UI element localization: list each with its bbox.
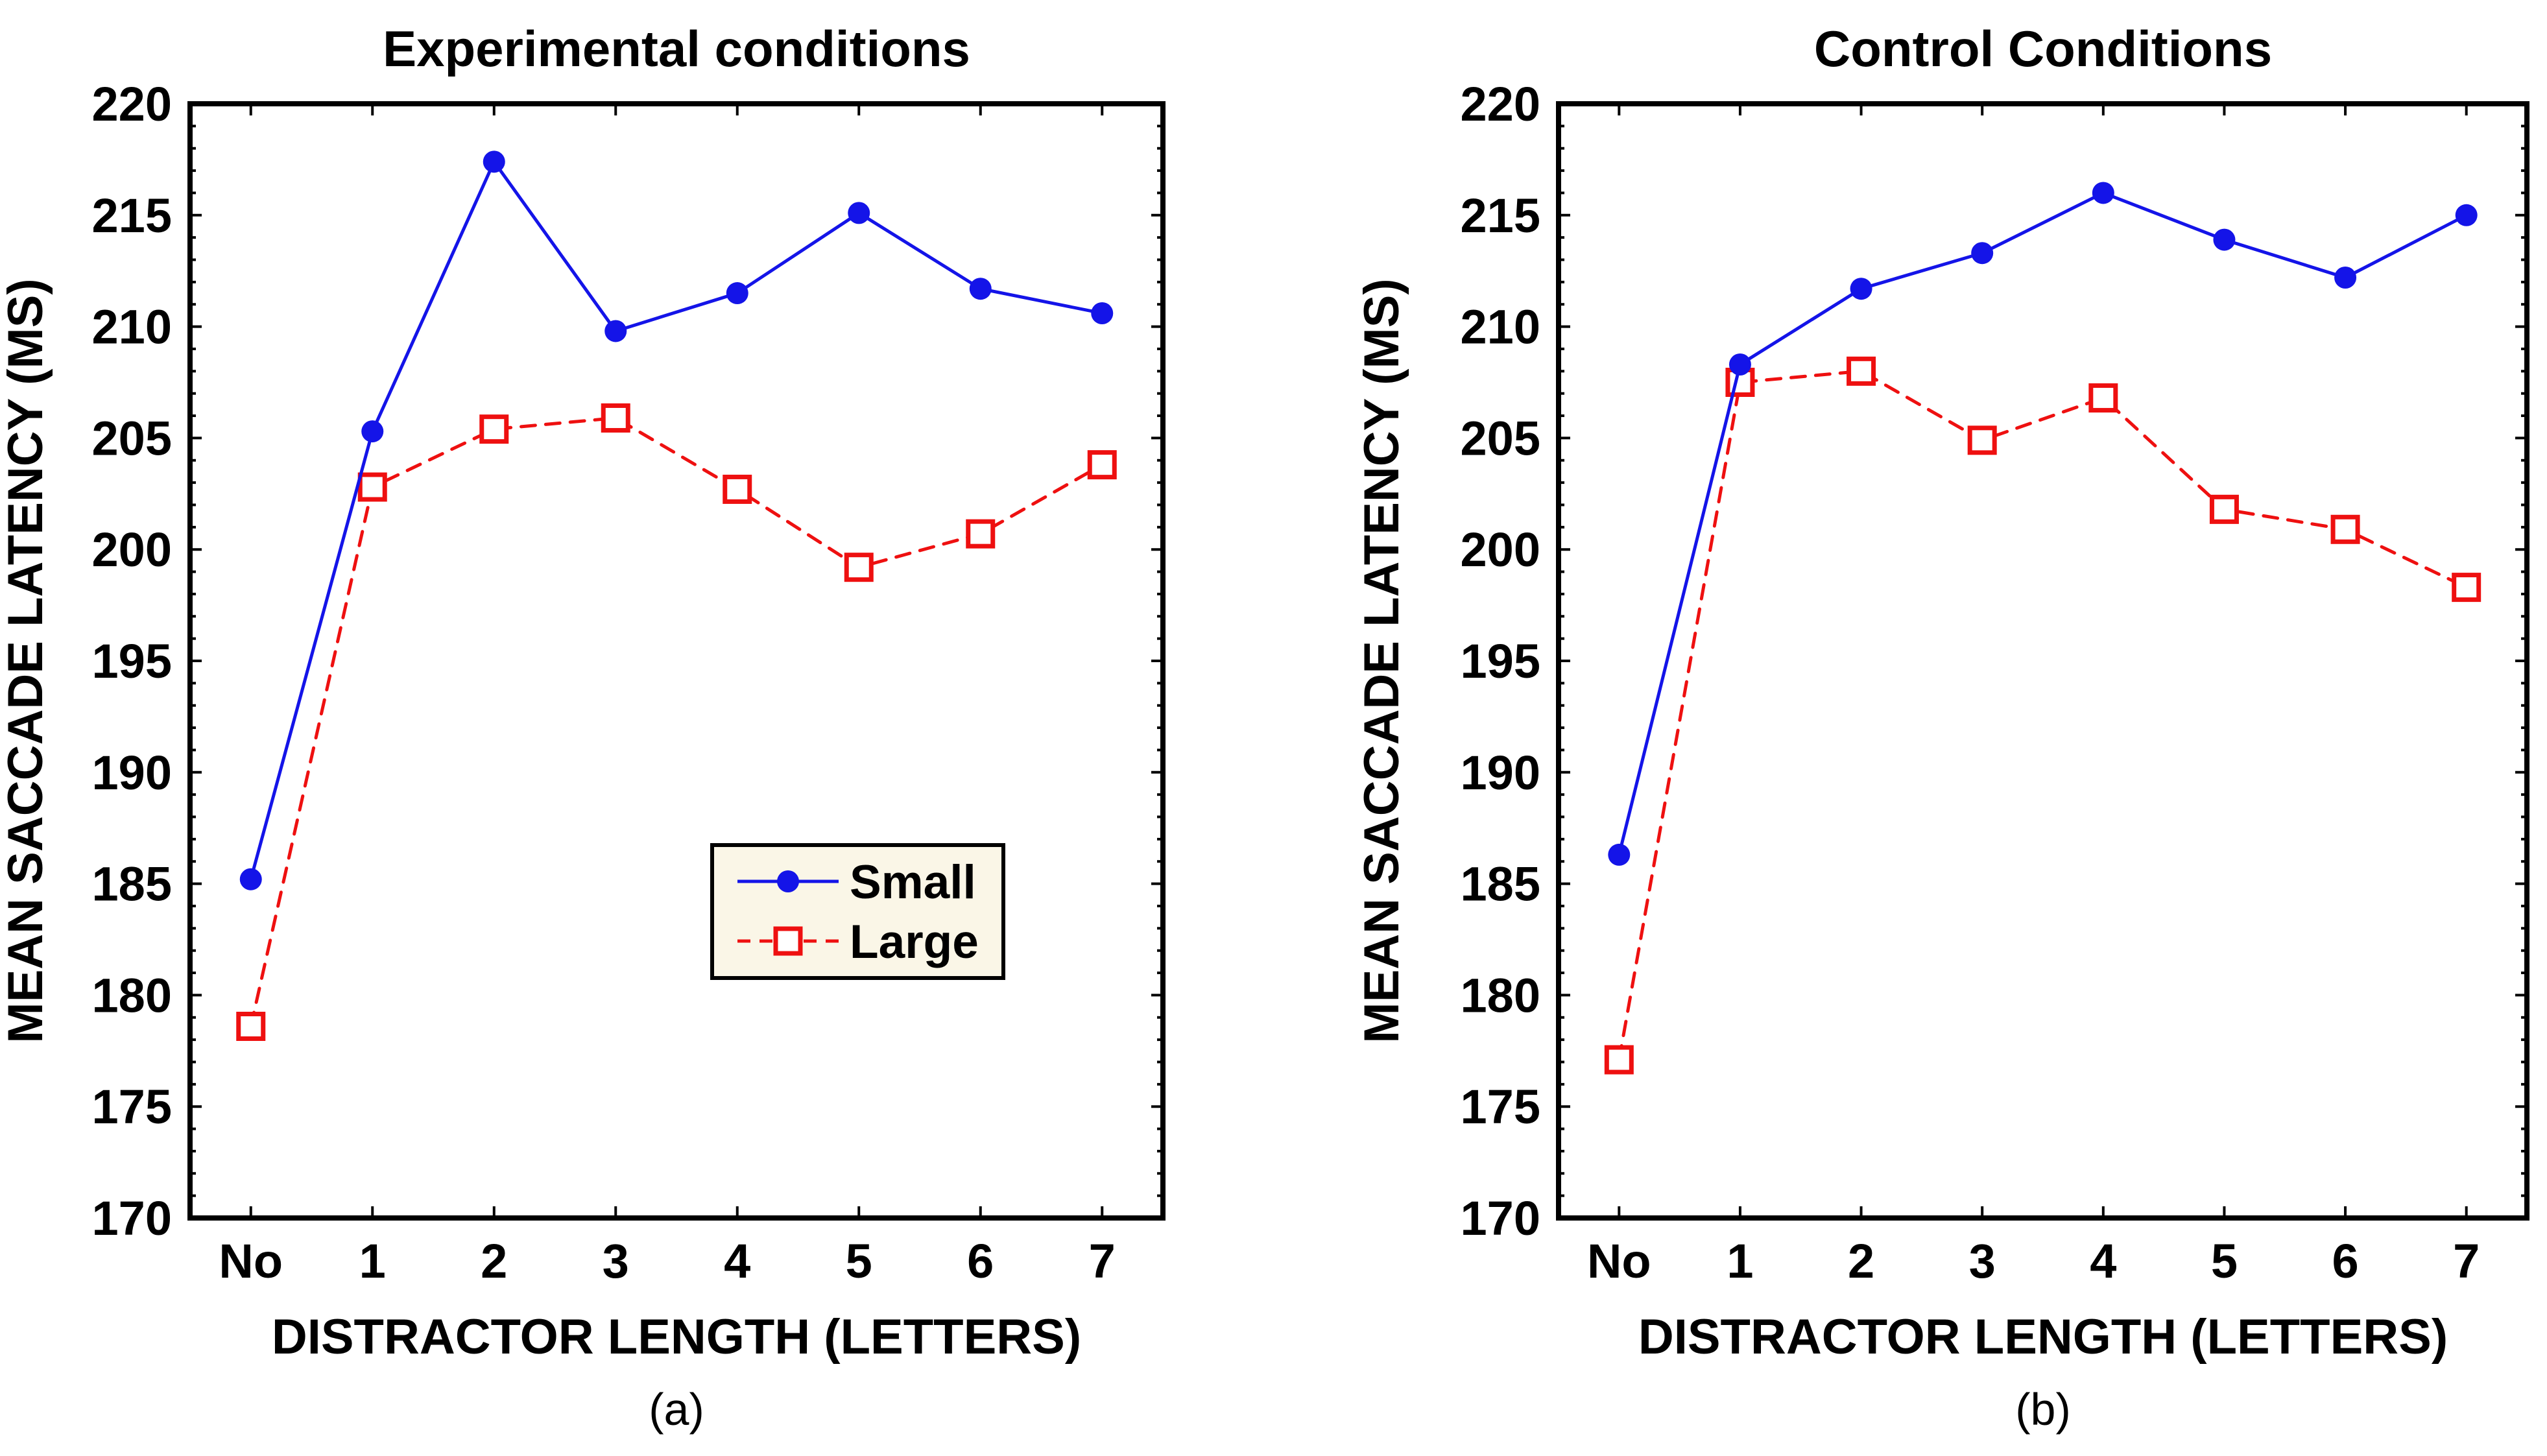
- y-tick-label: 215: [1461, 189, 1540, 243]
- chart-title: Control Conditions: [1814, 20, 2272, 77]
- marker-large: [2330, 514, 2360, 544]
- marker-small: [2092, 182, 2114, 204]
- marker-large: [1847, 356, 1876, 386]
- legend: Small Large: [710, 843, 1005, 980]
- x-tick-label: 6: [967, 1234, 994, 1288]
- x-tick-label: No: [219, 1234, 283, 1288]
- plot-area: 170 175 180 185 190 195 200 205 210 215 220 No 1 2 3 4 5…: [92, 77, 1166, 1288]
- marker-large: [2452, 573, 2481, 603]
- x-tick-label: 4: [2090, 1234, 2116, 1288]
- chart-title: Experimental conditions: [383, 20, 970, 77]
- panel-label: (a): [649, 1384, 704, 1435]
- y-tick-label: 175: [92, 1080, 172, 1134]
- y-tick-label: 195: [1461, 634, 1540, 688]
- x-tick-label: 1: [359, 1234, 386, 1288]
- legend-label-large: Large: [850, 916, 979, 968]
- y-tick-label: 190: [92, 746, 172, 800]
- y-axis-title: MEAN SACCADE LATENCY (MS): [0, 278, 53, 1043]
- marker-large: [236, 1012, 266, 1042]
- x-tick-label: 2: [1848, 1234, 1874, 1288]
- x-tick-label: 2: [481, 1234, 507, 1288]
- legend-label-small: Small: [850, 856, 976, 909]
- marker-small: [604, 320, 627, 342]
- y-tick-label: 205: [1461, 411, 1540, 465]
- y-tick-label: 190: [1461, 746, 1540, 800]
- marker-small: [1608, 843, 1631, 866]
- marker-large: [844, 553, 874, 582]
- series-line-large: [1617, 369, 2469, 1062]
- control-conditions-chart: Control Conditions MEAN SACCADE LATENCY …: [1354, 20, 2529, 1435]
- x-tick-label: 5: [2211, 1234, 2238, 1288]
- x-tick-label: 7: [1089, 1234, 1116, 1288]
- legend-box: [710, 843, 1005, 980]
- marker-small: [483, 150, 505, 173]
- y-tick-label: 170: [92, 1191, 172, 1245]
- y-tick-label: 175: [1461, 1080, 1540, 1134]
- y-tick-label: 170: [1461, 1191, 1540, 1245]
- y-tick-label: 200: [92, 523, 172, 577]
- marker-large: [723, 474, 752, 504]
- marker-small: [361, 420, 384, 443]
- marker-small: [726, 282, 748, 305]
- legend-marker-small: [777, 870, 799, 892]
- plot-frame: [187, 101, 1166, 1221]
- marker-large: [1604, 1045, 1634, 1075]
- y-tick-label: 205: [92, 411, 172, 465]
- x-tick-label: 7: [2453, 1234, 2480, 1288]
- y-tick-label: 180: [1461, 968, 1540, 1022]
- legend-marker-large: [773, 926, 803, 956]
- marker-small: [2455, 204, 2478, 226]
- marker-large: [966, 519, 996, 549]
- series-line-small: [249, 158, 1104, 881]
- y-tick-label: 185: [1461, 857, 1540, 911]
- y-tick-label: 200: [1461, 523, 1540, 577]
- y-tick-label: 210: [92, 300, 172, 354]
- marker-large: [1087, 450, 1117, 480]
- marker-small: [2334, 267, 2357, 289]
- y-tick-label: 185: [92, 857, 172, 911]
- x-axis-title: DISTRACTOR LENGTH (LETTERS): [1638, 1309, 2448, 1365]
- marker-small: [239, 868, 262, 890]
- marker-large: [601, 403, 630, 433]
- marker-large: [357, 472, 387, 502]
- marker-large: [2088, 383, 2118, 413]
- experimental-conditions-chart: Experimental conditions MEAN SACCADE LAT…: [0, 20, 1166, 1435]
- x-tick-label: 6: [2332, 1234, 2358, 1288]
- series-line-small: [1617, 191, 2469, 857]
- marker-large: [479, 414, 509, 444]
- marker-small: [969, 278, 992, 300]
- marker-small: [1091, 302, 1114, 324]
- y-tick-label: 220: [92, 77, 172, 131]
- y-tick-label: 220: [1461, 77, 1540, 131]
- marker-small: [1971, 242, 1994, 265]
- panel-label: (b): [2015, 1384, 2071, 1435]
- x-tick-label: 3: [603, 1234, 629, 1288]
- y-tick-label: 180: [92, 968, 172, 1022]
- series-line-large: [249, 416, 1104, 1029]
- y-tick-label: 210: [1461, 300, 1540, 354]
- marker-small: [1728, 353, 1751, 376]
- x-tick-label: 4: [724, 1234, 750, 1288]
- y-tick-label: 195: [92, 634, 172, 688]
- plot-frame: [1556, 101, 2529, 1221]
- x-axis-title: DISTRACTOR LENGTH (LETTERS): [272, 1309, 1081, 1365]
- marker-small: [2213, 228, 2236, 251]
- x-tick-label: No: [1587, 1234, 1651, 1288]
- marker-large: [1967, 425, 1997, 455]
- x-tick-label: 5: [846, 1234, 872, 1288]
- y-axis-title: MEAN SACCADE LATENCY (MS): [1354, 278, 1409, 1043]
- x-tick-label: 3: [1969, 1234, 1996, 1288]
- x-tick-label: 1: [1727, 1234, 1753, 1288]
- marker-small: [848, 202, 870, 224]
- plot-area: 170 175 180 185 190 195 200 205 210 215 220 No 1 2 3 4 5…: [1461, 77, 2529, 1288]
- y-tick-label: 215: [92, 189, 172, 243]
- marker-small: [1850, 278, 1872, 300]
- marker-large: [2209, 494, 2239, 524]
